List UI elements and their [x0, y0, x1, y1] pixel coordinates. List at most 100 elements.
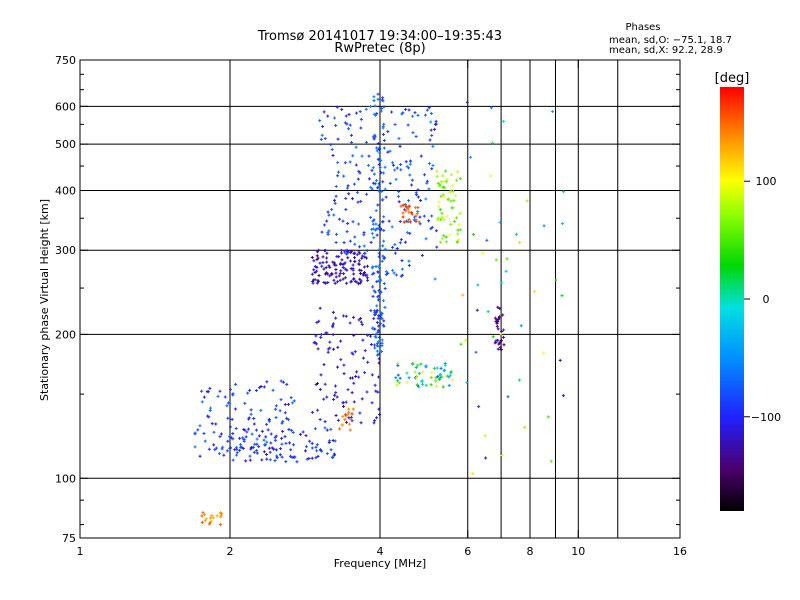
colorbar-tick-label: 100	[756, 175, 777, 188]
data-point	[365, 192, 369, 196]
data-point	[456, 232, 460, 236]
data-point	[337, 170, 341, 174]
data-point	[525, 199, 529, 203]
data-point	[419, 362, 423, 366]
data-point	[324, 266, 328, 270]
data-point	[456, 228, 460, 232]
data-point	[388, 149, 392, 153]
data-point	[326, 114, 330, 118]
data-point	[310, 410, 314, 414]
data-point	[400, 267, 404, 271]
x-tick-label: 1	[77, 545, 84, 558]
data-point	[328, 340, 332, 344]
data-point	[433, 122, 437, 126]
data-point	[355, 253, 359, 257]
data-point	[317, 319, 321, 323]
data-point	[400, 259, 404, 263]
data-point	[314, 342, 318, 346]
grid-lines	[80, 60, 680, 538]
data-point	[551, 110, 555, 114]
data-point	[254, 388, 258, 392]
data-point	[339, 358, 343, 362]
data-point	[424, 364, 428, 368]
data-point	[281, 419, 285, 423]
data-point	[353, 256, 357, 260]
data-point	[346, 127, 350, 131]
data-point	[371, 294, 375, 298]
data-point	[267, 446, 271, 450]
data-point	[234, 382, 238, 386]
data-point	[358, 411, 362, 415]
data-point	[273, 438, 277, 442]
data-point	[217, 452, 221, 456]
data-point	[200, 389, 204, 393]
data-point	[341, 405, 345, 409]
data-point	[458, 177, 462, 181]
data-point	[223, 395, 227, 399]
x-tick-label: 4	[377, 545, 384, 558]
data-point	[340, 251, 344, 255]
data-point	[451, 206, 455, 210]
data-point	[333, 116, 337, 120]
data-point	[427, 187, 431, 191]
data-point	[416, 113, 420, 117]
data-point	[354, 145, 358, 149]
data-point	[218, 435, 222, 439]
data-point	[267, 417, 271, 421]
data-point	[361, 338, 365, 342]
data-points	[193, 92, 565, 527]
data-point	[231, 437, 235, 441]
data-point	[523, 425, 527, 429]
data-point	[430, 133, 434, 137]
data-point	[501, 328, 505, 332]
data-point	[360, 254, 364, 258]
data-point	[265, 422, 269, 426]
data-point	[416, 195, 420, 199]
data-point	[454, 194, 458, 198]
data-point	[208, 516, 212, 520]
data-point	[441, 385, 445, 389]
data-point	[314, 383, 318, 387]
data-point	[373, 343, 377, 347]
data-point	[326, 231, 330, 235]
data-point	[454, 216, 458, 220]
data-point	[383, 286, 387, 290]
data-point	[413, 370, 417, 374]
data-point	[398, 241, 402, 245]
data-point	[357, 268, 361, 272]
data-point	[435, 169, 439, 173]
data-point	[471, 472, 475, 476]
data-point	[485, 238, 489, 242]
data-point	[356, 200, 360, 204]
data-point	[280, 455, 284, 459]
data-point	[319, 333, 323, 337]
data-point	[490, 141, 494, 145]
data-point	[347, 192, 351, 196]
data-point	[341, 262, 345, 266]
data-point	[375, 349, 379, 353]
data-point	[333, 393, 337, 397]
data-point	[455, 240, 459, 244]
data-point	[403, 240, 407, 244]
data-point	[407, 210, 411, 214]
data-point	[320, 133, 324, 137]
data-point	[395, 383, 399, 387]
data-point	[202, 512, 206, 516]
data-point	[496, 347, 500, 351]
data-point	[429, 120, 433, 124]
data-point	[449, 199, 453, 203]
data-point	[264, 435, 268, 439]
data-point	[292, 399, 296, 403]
data-point	[430, 214, 434, 218]
data-point	[334, 123, 338, 127]
data-point	[310, 446, 314, 450]
data-point	[434, 119, 438, 123]
data-point	[410, 183, 414, 187]
data-point	[382, 139, 386, 143]
data-point	[245, 430, 249, 434]
data-point	[321, 261, 325, 265]
data-point	[254, 428, 258, 432]
data-point	[341, 414, 345, 418]
data-point	[235, 447, 239, 451]
data-point	[357, 375, 361, 379]
